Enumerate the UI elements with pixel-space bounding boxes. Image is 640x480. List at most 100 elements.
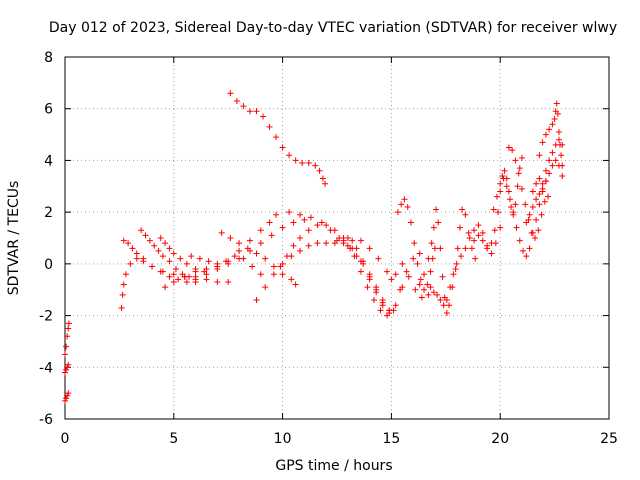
- data-point: [501, 167, 508, 174]
- data-point: [240, 255, 247, 262]
- data-point: [401, 196, 408, 203]
- data-point: [290, 219, 297, 226]
- data-point: [508, 203, 515, 210]
- data-point: [542, 178, 549, 185]
- data-point: [138, 227, 145, 234]
- grid-lines: [65, 57, 609, 419]
- data-point: [192, 268, 199, 275]
- data-point: [404, 203, 411, 210]
- data-point: [373, 286, 380, 293]
- data-point: [462, 211, 469, 218]
- data-point: [225, 278, 232, 285]
- data-point: [65, 361, 72, 368]
- data-point: [529, 203, 536, 210]
- data-point: [236, 240, 243, 247]
- data-point: [125, 240, 132, 247]
- data-point: [386, 307, 393, 314]
- chart-title: Day 012 of 2023, Sidereal Day-to-day VTE…: [49, 20, 617, 36]
- data-point: [546, 157, 553, 164]
- data-point: [533, 216, 540, 223]
- data-point: [553, 100, 560, 107]
- data-point: [157, 235, 164, 241]
- data-point: [536, 191, 543, 198]
- data-point: [192, 278, 199, 285]
- data-point: [196, 255, 203, 262]
- data-point: [551, 116, 558, 123]
- data-point: [513, 224, 520, 231]
- data-point: [62, 397, 68, 404]
- data-point: [405, 273, 412, 280]
- data-point: [181, 273, 188, 280]
- data-point: [459, 206, 466, 213]
- data-point: [437, 245, 444, 252]
- data-point: [456, 224, 463, 231]
- data-point: [411, 240, 418, 247]
- data-point: [532, 235, 539, 241]
- data-point: [236, 247, 243, 254]
- data-point: [520, 247, 527, 254]
- data-point: [403, 268, 410, 275]
- data-point: [546, 170, 553, 177]
- data-point: [503, 183, 510, 190]
- y-tick-label: -2: [39, 309, 53, 325]
- data-point: [428, 240, 435, 247]
- data-point: [63, 395, 70, 402]
- data-point: [538, 211, 545, 218]
- data-point: [64, 333, 71, 340]
- data-point: [555, 128, 562, 135]
- data-point: [65, 390, 72, 397]
- data-point: [416, 281, 423, 288]
- x-tick-label: 0: [61, 431, 70, 447]
- data-point: [407, 219, 414, 226]
- data-point: [122, 271, 129, 278]
- data-point: [398, 201, 405, 208]
- data-point: [430, 224, 437, 231]
- data-point: [510, 209, 517, 216]
- data-point: [421, 271, 428, 278]
- data-point: [183, 260, 190, 267]
- data-point: [129, 245, 136, 252]
- axis-ticks: 0 5 10 15 20 25 -6 -4 -2 0 2 4 6 8: [39, 50, 618, 447]
- data-point: [479, 237, 486, 244]
- data-point: [170, 250, 177, 257]
- data-point: [471, 227, 478, 234]
- data-point: [312, 162, 319, 169]
- data-point: [277, 263, 284, 270]
- data-point: [443, 297, 450, 304]
- data-point: [514, 183, 521, 190]
- data-point: [549, 162, 556, 169]
- data-point: [427, 268, 434, 275]
- data-point: [166, 273, 173, 280]
- data-point: [120, 281, 127, 288]
- x-tick-label: 20: [491, 431, 509, 447]
- data-point: [399, 284, 406, 291]
- data-point: [526, 245, 533, 252]
- data-point: [323, 240, 330, 247]
- data-point: [427, 284, 434, 291]
- data-point: [462, 245, 469, 252]
- data-point: [559, 141, 566, 148]
- data-point: [468, 245, 475, 252]
- data-point: [518, 154, 525, 161]
- data-point: [214, 260, 221, 267]
- data-point: [175, 276, 182, 283]
- data-point: [260, 113, 267, 120]
- data-point: [203, 266, 210, 273]
- data-point: [322, 180, 329, 187]
- data-point: [177, 255, 184, 262]
- data-point: [364, 284, 371, 291]
- x-tick-label: 25: [600, 431, 618, 447]
- data-point: [416, 250, 423, 257]
- data-point: [360, 258, 367, 265]
- data-point: [424, 281, 431, 288]
- data-point: [418, 294, 425, 301]
- data-point: [279, 224, 286, 231]
- data-point: [151, 242, 158, 249]
- y-axis-label: SDTVAR / TECUs: [6, 181, 22, 296]
- y-tick-label: -4: [39, 360, 53, 376]
- data-point: [433, 206, 440, 213]
- data-point: [233, 97, 240, 104]
- data-point: [246, 108, 253, 115]
- data-point: [375, 255, 382, 262]
- data-point: [394, 209, 401, 216]
